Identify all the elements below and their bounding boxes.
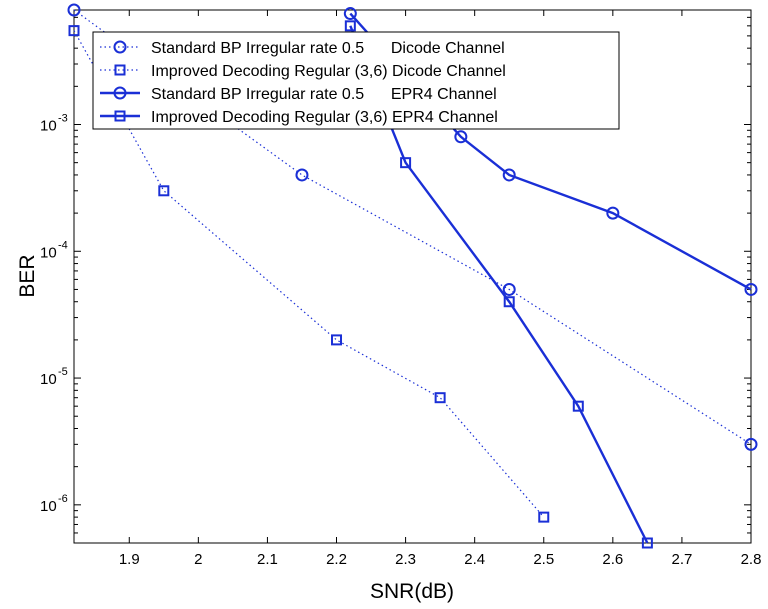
series-4-point bbox=[503, 296, 515, 308]
x-tick-label: 1.9 bbox=[119, 551, 140, 568]
y-tick-label: 10 bbox=[40, 244, 57, 261]
legend-marker-1 bbox=[113, 40, 127, 54]
y-tick-exponent: -5 bbox=[58, 366, 68, 378]
legend-label-4: Improved Decoding Regular (3,6) EPR4 Cha… bbox=[151, 109, 498, 126]
series-1-point bbox=[67, 3, 81, 17]
x-axis-ticks: 1.9 2 2.1 2.2 2.3 2.4 2.5 2.6 2.7 2.8 bbox=[119, 10, 762, 568]
legend-label-3: Standard BP Irregular rate 0.5 EPR4 Chan… bbox=[151, 86, 497, 103]
series-3-point bbox=[454, 130, 468, 144]
y-tick-label: 10 bbox=[40, 498, 57, 515]
series-1-point bbox=[744, 437, 758, 451]
series-2-point bbox=[68, 25, 80, 37]
y-axis-ticks: 10-310-410-510-6 bbox=[40, 9, 751, 544]
y-tick-exponent: -4 bbox=[58, 239, 68, 251]
legend-label-2: Improved Decoding Regular (3,6) Dicode C… bbox=[151, 63, 506, 80]
series-3-point bbox=[502, 168, 516, 182]
x-tick-label: 2.5 bbox=[533, 551, 554, 568]
x-tick-label: 2.4 bbox=[464, 551, 485, 568]
x-tick-label: 2.8 bbox=[741, 551, 762, 568]
x-tick-label: 2.3 bbox=[395, 551, 416, 568]
x-tick-label: 2.2 bbox=[326, 551, 347, 568]
y-tick-exponent: -6 bbox=[58, 493, 68, 505]
legend-marker-2 bbox=[114, 64, 126, 76]
y-axis-title: BER bbox=[16, 254, 39, 297]
x-tick-label: 2.7 bbox=[671, 551, 692, 568]
legend-label-1: Standard BP Irregular rate 0.5 Dicode Ch… bbox=[151, 40, 505, 57]
legend-marker-4 bbox=[114, 110, 126, 122]
series-2-point bbox=[331, 334, 343, 346]
legend: Standard BP Irregular rate 0.5 Dicode Ch… bbox=[92, 31, 620, 130]
series-3-point bbox=[606, 206, 620, 220]
series-2-point bbox=[538, 511, 550, 523]
x-axis-title: SNR(dB) bbox=[370, 580, 454, 603]
series-4-point bbox=[641, 537, 653, 549]
series-line-2 bbox=[73, 30, 545, 518]
x-tick-label: 2.1 bbox=[257, 551, 278, 568]
series-3-point bbox=[343, 7, 357, 21]
legend-box bbox=[92, 31, 620, 130]
series-1-point bbox=[502, 282, 516, 296]
series-4-point bbox=[400, 157, 412, 169]
x-tick-label: 2.6 bbox=[602, 551, 623, 568]
y-tick-label: 10 bbox=[40, 117, 57, 134]
series-2-point bbox=[434, 392, 446, 404]
legend-marker-3 bbox=[113, 86, 127, 100]
y-tick-label: 10 bbox=[40, 371, 57, 388]
series-1-point bbox=[295, 168, 309, 182]
series-4-point bbox=[344, 20, 356, 32]
y-tick-exponent: -3 bbox=[58, 112, 68, 124]
series-4-point bbox=[572, 400, 584, 412]
x-tick-label: 2 bbox=[194, 551, 202, 568]
series-3-point bbox=[744, 282, 758, 296]
series-2-point bbox=[158, 185, 170, 197]
